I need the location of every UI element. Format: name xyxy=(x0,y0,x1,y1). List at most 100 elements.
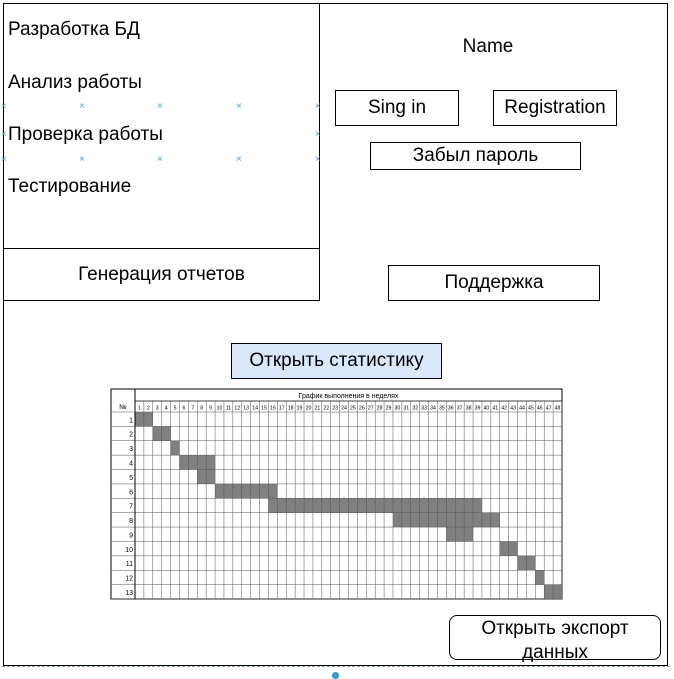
selection-handle-icon[interactable]: × xyxy=(1,101,7,112)
menu-item-work-review[interactable]: Проверка работы xyxy=(8,124,163,145)
week-tick-label: 3 xyxy=(156,406,159,412)
week-tick-label: 36 xyxy=(448,406,454,412)
open-export-button[interactable]: Открыть экспорт данных xyxy=(449,615,661,663)
week-tick-label: 24 xyxy=(341,406,347,412)
week-tick-label: 17 xyxy=(279,406,285,412)
task-row-label: 3 xyxy=(129,446,133,453)
selection-handle-icon[interactable]: × xyxy=(157,154,163,165)
week-tick-label: 18 xyxy=(288,406,294,412)
page-frame xyxy=(3,3,668,666)
week-tick-label: 44 xyxy=(519,406,525,412)
week-tick-label: 15 xyxy=(261,406,267,412)
registration-button[interactable]: Registration xyxy=(493,90,617,126)
task-row-label: 5 xyxy=(129,475,133,482)
task-row-label: 13 xyxy=(125,590,133,597)
task-row-label: 10 xyxy=(125,547,133,554)
week-tick-label: 12 xyxy=(234,406,240,412)
week-tick-label: 34 xyxy=(430,406,436,412)
week-tick-label: 21 xyxy=(314,406,320,412)
row-header-label: № xyxy=(119,404,127,411)
gantt-bar xyxy=(535,570,545,585)
week-tick-label: 26 xyxy=(359,406,365,412)
week-tick-label: 39 xyxy=(475,406,481,412)
week-tick-label: 38 xyxy=(466,406,472,412)
week-tick-label: 13 xyxy=(243,406,249,412)
week-tick-label: 11 xyxy=(226,406,231,412)
task-row-label: 4 xyxy=(129,461,133,468)
open-statistics-button[interactable]: Открыть статистику xyxy=(231,343,442,379)
selection-handle-icon[interactable]: × xyxy=(315,154,321,165)
week-tick-label: 7 xyxy=(191,406,194,412)
support-button[interactable]: Поддержка xyxy=(388,265,600,301)
forgot-password-label: Забыл пароль xyxy=(412,145,539,166)
week-tick-label: 43 xyxy=(510,406,516,412)
sign-in-label: Sing in xyxy=(367,97,427,118)
week-tick-label: 5 xyxy=(174,406,177,412)
week-tick-label: 33 xyxy=(421,406,427,412)
week-tick-label: 40 xyxy=(483,406,489,412)
week-tick-label: 20 xyxy=(306,406,312,412)
week-tick-label: 22 xyxy=(323,406,329,412)
week-tick-label: 42 xyxy=(501,406,507,412)
menu-item-testing[interactable]: Тестирование xyxy=(8,176,132,197)
chart-border xyxy=(110,388,563,600)
task-row-label: 11 xyxy=(126,561,133,568)
forgot-password-button[interactable]: Забыл пароль xyxy=(370,142,581,170)
week-tick-label: 45 xyxy=(528,406,534,412)
generate-reports-label: Генерация отчетов xyxy=(78,263,245,285)
week-tick-label: 41 xyxy=(492,406,498,412)
week-tick-label: 27 xyxy=(368,406,374,412)
registration-label: Registration xyxy=(504,97,606,118)
user-name-label: Name xyxy=(462,36,514,57)
task-row-label: 2 xyxy=(129,432,133,439)
week-tick-label: 32 xyxy=(412,406,418,412)
task-row-label: 8 xyxy=(129,518,133,525)
week-tick-label: 19 xyxy=(297,406,303,412)
task-row-label: 1 xyxy=(129,417,133,424)
week-tick-label: 23 xyxy=(332,406,338,412)
week-tick-label: 6 xyxy=(182,406,185,412)
week-tick-label: 37 xyxy=(457,406,463,412)
selection-handle-icon[interactable]: × xyxy=(315,101,321,112)
week-tick-label: 14 xyxy=(252,406,258,412)
selection-handle-icon[interactable]: × xyxy=(315,129,321,140)
week-tick-label: 2 xyxy=(147,406,150,412)
selection-handle-icon[interactable]: × xyxy=(157,101,163,112)
week-tick-label: 47 xyxy=(546,406,552,412)
selection-handle-icon[interactable]: × xyxy=(1,129,7,140)
selection-handle-icon[interactable]: × xyxy=(79,101,85,112)
frame-dashed-edge xyxy=(2,666,670,667)
task-row-label: 12 xyxy=(125,576,133,583)
week-tick-label: 1 xyxy=(138,406,141,412)
gantt-bar xyxy=(170,440,180,456)
gantt-bar xyxy=(215,483,278,499)
support-label: Поддержка xyxy=(444,272,544,293)
week-tick-label: 25 xyxy=(350,406,356,412)
week-tick-label: 28 xyxy=(377,406,383,412)
week-tick-label: 10 xyxy=(217,406,223,412)
week-tick-label: 29 xyxy=(386,406,392,412)
open-export-label: Открыть экспорт данных xyxy=(481,618,629,663)
selection-handle-icon[interactable]: × xyxy=(236,101,242,112)
menu-item-work-analysis[interactable]: Анализ работы xyxy=(8,72,142,93)
generate-reports-button[interactable]: Генерация отчетов xyxy=(3,248,320,301)
selection-handle-icon[interactable]: × xyxy=(1,154,7,165)
task-row-label: 9 xyxy=(129,532,133,539)
week-tick-label: 48 xyxy=(555,406,561,412)
open-statistics-label: Открыть статистику xyxy=(249,350,424,371)
week-tick-label: 8 xyxy=(200,406,203,412)
task-row-label: 7 xyxy=(129,504,133,511)
sign-in-button[interactable]: Sing in xyxy=(335,90,459,126)
selection-handle-icon[interactable]: × xyxy=(236,154,242,165)
selection-handle-icon[interactable]: × xyxy=(79,154,85,165)
week-tick-label: 35 xyxy=(439,406,445,412)
task-row-label: 6 xyxy=(129,489,133,496)
week-tick-label: 4 xyxy=(165,406,168,412)
week-tick-label: 31 xyxy=(403,406,409,412)
gantt-bar xyxy=(446,527,474,542)
week-tick-label: 9 xyxy=(209,406,212,412)
menu-item-db-development[interactable]: Разработка БД xyxy=(8,19,140,40)
week-tick-label: 46 xyxy=(537,406,543,412)
